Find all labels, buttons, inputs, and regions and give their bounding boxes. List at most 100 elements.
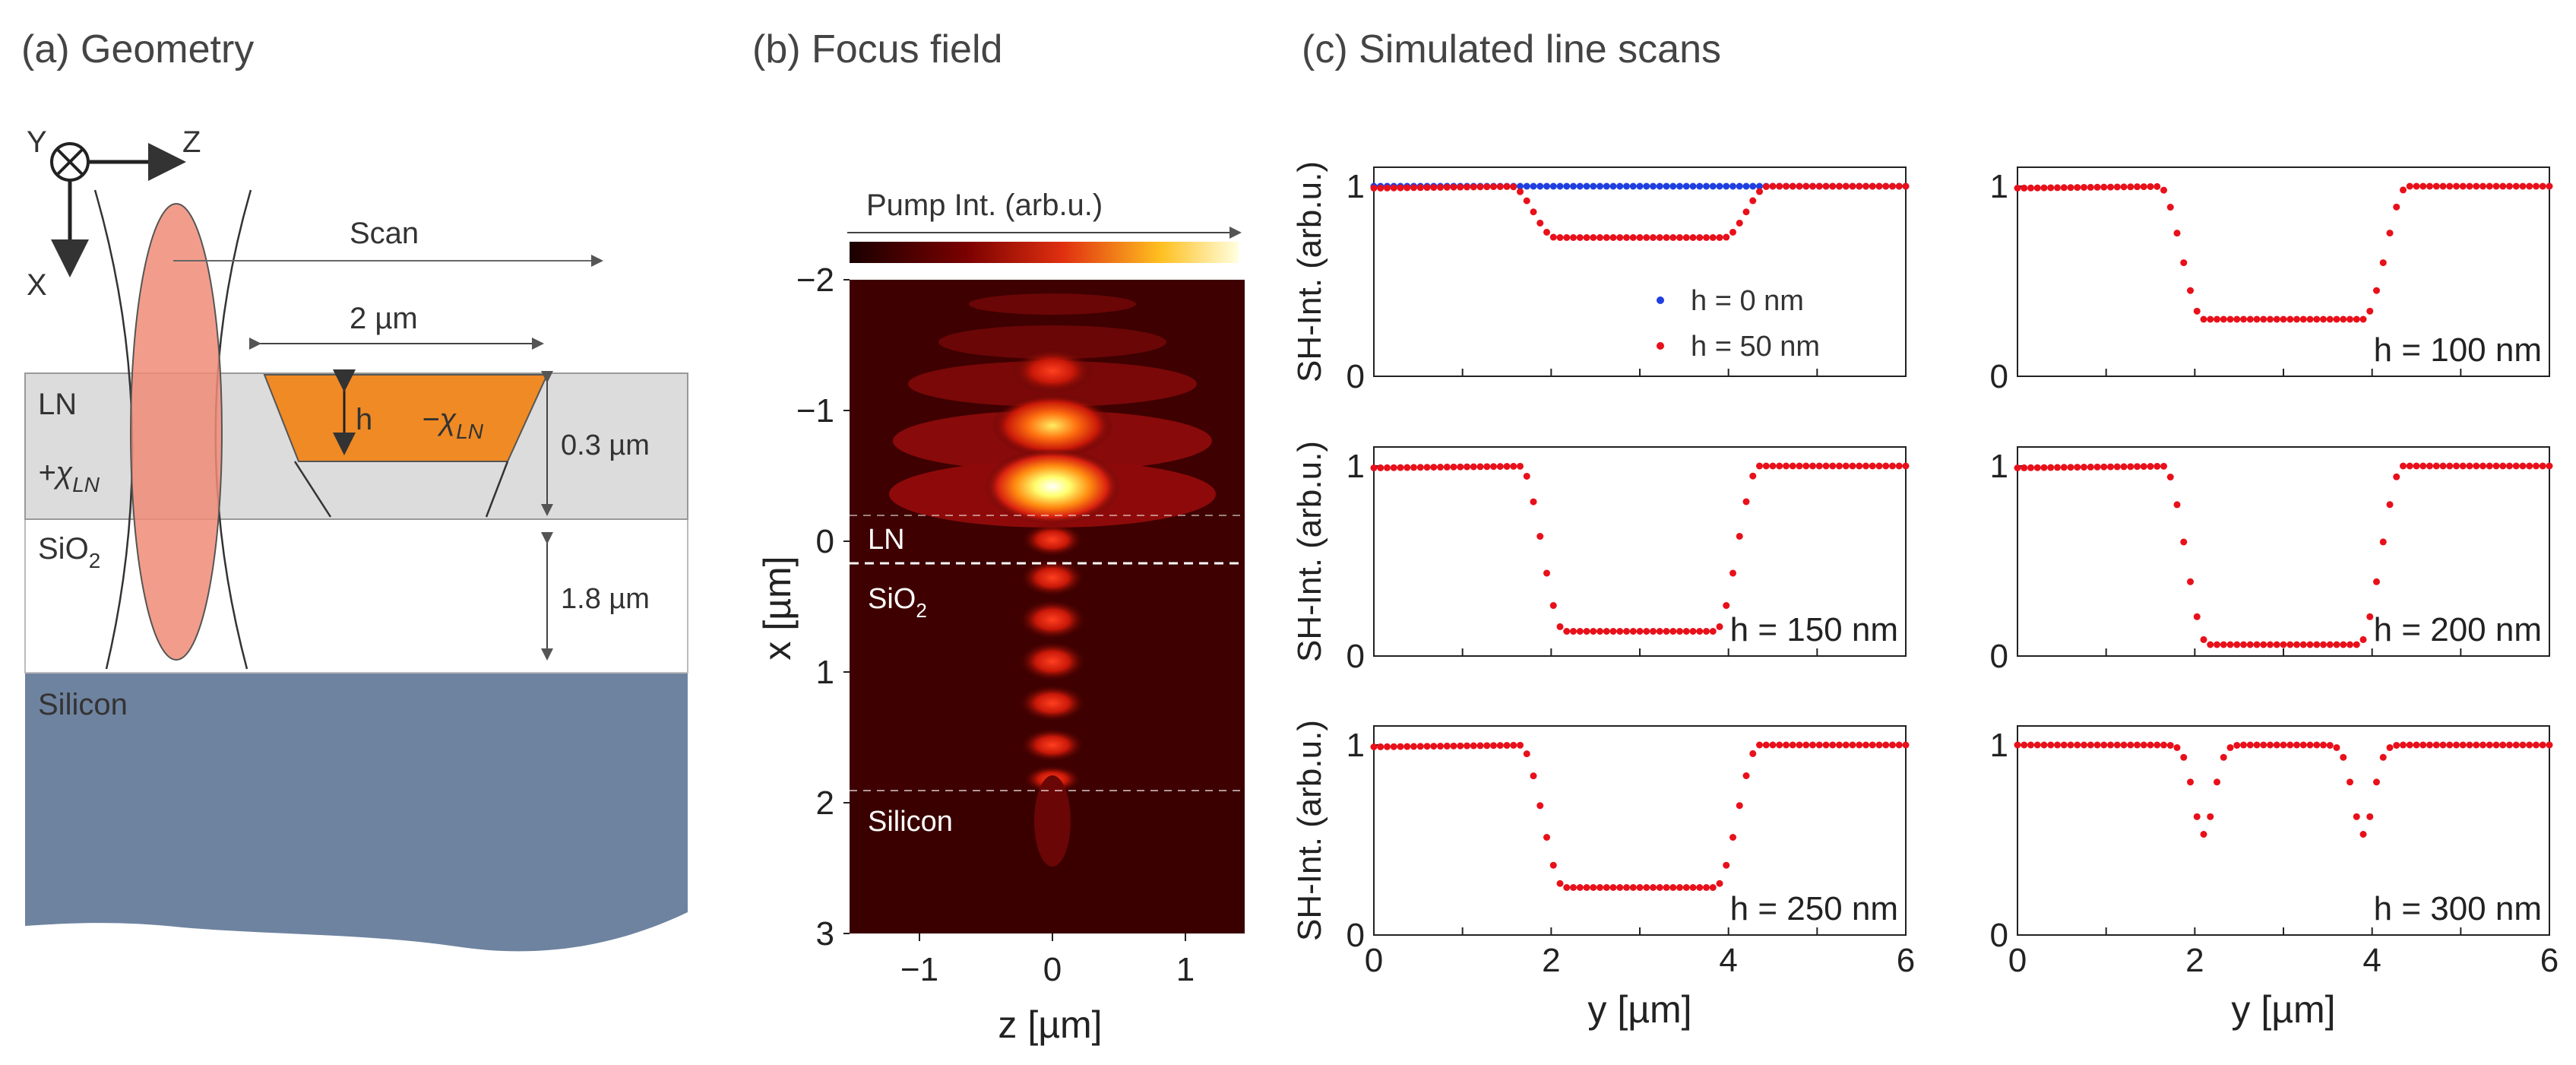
data-point [2439,462,2447,470]
data-point [2253,741,2261,749]
data-point [2280,741,2287,749]
ln-thickness-label: 0.3 µm [561,429,650,461]
data-point [2479,741,2486,749]
data-point [2306,741,2314,749]
data-point [2180,259,2188,267]
data-point [1510,741,1517,749]
chi-pos-label: +χLN [38,456,100,496]
data-point [1749,472,1757,480]
data-point [2373,578,2380,585]
data-point [1496,183,1504,191]
b-ytick-label: 0 [816,523,834,560]
data-point [1623,628,1630,635]
panel-b-xticks: −1 0 1 [900,933,1195,988]
data-point [2366,813,2374,820]
data-point [1842,462,1850,470]
data-point [2313,741,2321,749]
data-point [1716,623,1723,630]
data-point [1856,462,1863,470]
data-point [1370,743,1378,750]
data-point [2074,184,2081,192]
data-point [1430,464,1438,471]
data-point [2306,315,2314,323]
legend-h50: h = 50 nm [1691,331,1820,363]
data-point [2180,753,2188,761]
xtick-label: 0 [2008,942,2027,979]
data-point [1689,884,1697,891]
col-lobe-2 [1021,559,1084,596]
data-point [1663,234,1670,241]
data-point [1517,741,1524,749]
data-point [2347,315,2353,323]
xtick-label: 6 [2540,942,2559,979]
data-point [1676,884,1683,891]
data-point [2313,315,2321,323]
data-point [1689,182,1697,190]
data-point [1470,183,1477,191]
data-point [2160,741,2167,749]
data-point [2246,315,2254,323]
data-point [1769,182,1777,190]
data-point [1729,182,1736,190]
data-point [2299,741,2307,749]
data-point [1616,884,1624,891]
data-point [1696,628,1704,635]
data-point [1583,182,1590,190]
data-point [1676,182,1683,190]
data-point [2187,578,2194,585]
data-point [2546,462,2553,470]
xlabel: y [µm] [2231,988,2335,1031]
data-point [1656,884,1663,891]
data-point [2353,315,2360,323]
data-point [1709,628,1717,635]
data-point [2533,462,2540,470]
data-point [2273,315,2280,323]
arc-2 [938,325,1166,359]
data-point [2166,741,2174,749]
data-point [2226,315,2234,323]
data-point [2067,464,2074,471]
data-point [1842,741,1850,749]
data-point [2193,307,2201,315]
data-point [1583,628,1590,635]
data-point [1769,462,1777,470]
data-point [2393,473,2400,480]
col-lobe-5 [1019,685,1086,721]
data-point [2060,184,2068,192]
data-point [2260,315,2267,323]
data-point [2054,464,2061,471]
data-point [2439,741,2447,749]
data-point [2413,741,2420,749]
data-point [1776,741,1783,749]
data-point [1789,182,1796,190]
data-point [2526,462,2533,470]
data-point [1503,742,1511,750]
data-point [2180,538,2188,546]
data-point [1889,182,1896,190]
data-point [1404,743,1411,750]
data-point [2220,315,2227,323]
data-point [1802,462,1810,470]
data-point [1443,742,1451,750]
data-point [2120,463,2128,471]
data-point [1423,184,1431,192]
data-point [1390,184,1397,192]
data-point [1530,772,1537,780]
data-point [2134,183,2141,191]
data-point [1503,182,1511,190]
data-point [1536,533,1544,540]
data-point [1829,741,1837,749]
data-point [2113,741,2121,749]
legend-h0: h = 0 nm [1691,285,1804,317]
data-point [2047,464,2055,471]
data-point [2506,462,2513,470]
data-point [1457,183,1464,191]
data-point [1397,184,1404,192]
data-point [2047,741,2055,749]
data-point [1749,750,1757,757]
data-point [1703,182,1710,190]
data-point [1729,569,1736,577]
data-point [1549,861,1557,869]
data-point [1736,219,1743,227]
data-point [1636,884,1644,891]
